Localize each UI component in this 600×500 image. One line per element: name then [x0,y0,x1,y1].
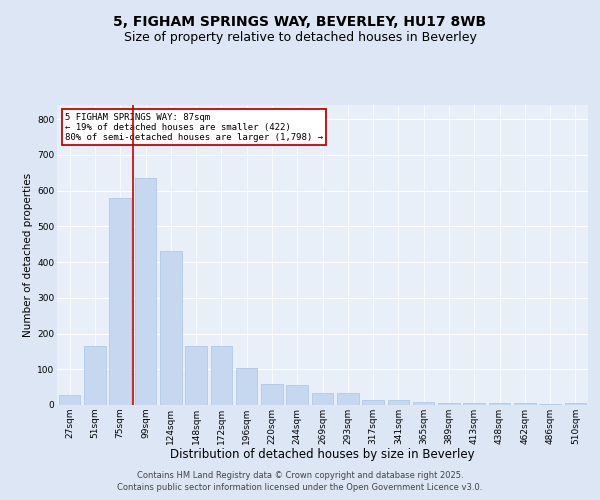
Bar [514,403,536,405]
Bar [109,198,131,405]
Bar [312,392,333,405]
Bar [236,368,257,405]
Bar [565,403,586,405]
Text: 5 FIGHAM SPRINGS WAY: 87sqm
← 19% of detached houses are smaller (422)
80% of se: 5 FIGHAM SPRINGS WAY: 87sqm ← 19% of det… [65,112,323,142]
Text: Size of property relative to detached houses in Beverley: Size of property relative to detached ho… [124,31,476,44]
Bar [539,404,561,405]
Y-axis label: Number of detached properties: Number of detached properties [23,173,33,337]
Bar [388,400,409,405]
Bar [362,400,384,405]
Bar [286,386,308,405]
Bar [185,346,207,405]
Text: Contains HM Land Registry data © Crown copyright and database right 2025.: Contains HM Land Registry data © Crown c… [137,470,463,480]
Bar [84,346,106,405]
Bar [135,178,156,405]
Bar [489,403,510,405]
Text: Contains public sector information licensed under the Open Government Licence v3: Contains public sector information licen… [118,483,482,492]
Bar [438,403,460,405]
Bar [337,392,359,405]
Bar [59,396,80,405]
Bar [463,403,485,405]
Bar [261,384,283,405]
Bar [160,252,182,405]
Text: 5, FIGHAM SPRINGS WAY, BEVERLEY, HU17 8WB: 5, FIGHAM SPRINGS WAY, BEVERLEY, HU17 8W… [113,16,487,30]
X-axis label: Distribution of detached houses by size in Beverley: Distribution of detached houses by size … [170,448,475,462]
Bar [413,402,434,405]
Bar [211,346,232,405]
